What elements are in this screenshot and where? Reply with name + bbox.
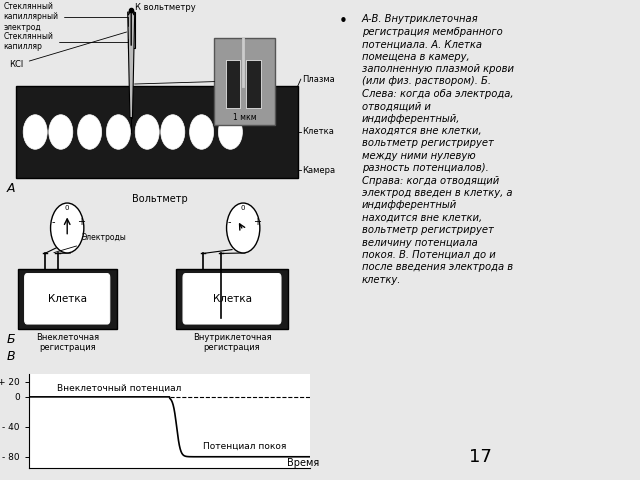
Circle shape <box>227 203 260 253</box>
Text: Внутриклеточная
регистрация: Внутриклеточная регистрация <box>193 333 271 352</box>
Text: Электроды: Электроды <box>54 233 126 252</box>
Text: А: А <box>6 182 15 195</box>
Bar <box>226 60 240 108</box>
Circle shape <box>51 203 84 253</box>
Text: •: • <box>339 14 348 29</box>
Text: А-В. Внутриклеточная
регистрация мембранного
потенциала. А. Клетка
помещена в ка: А-В. Внутриклеточная регистрация мембран… <box>362 14 514 285</box>
Bar <box>16 86 298 178</box>
FancyBboxPatch shape <box>25 274 110 324</box>
Text: КСl: КСl <box>10 32 127 69</box>
Text: +: + <box>77 217 84 227</box>
Text: Стеклянный
капилляр: Стеклянный капилляр <box>3 32 128 51</box>
Text: Плазма: Плазма <box>302 75 335 84</box>
Polygon shape <box>128 12 135 118</box>
Text: 0: 0 <box>65 205 70 211</box>
Text: +: + <box>253 217 260 227</box>
Ellipse shape <box>49 115 73 149</box>
Text: Внеклеточная
регистрация: Внеклеточная регистрация <box>36 333 99 352</box>
Bar <box>18 269 117 329</box>
FancyBboxPatch shape <box>183 274 281 324</box>
Text: Внеклеточный потенциал: Внеклеточный потенциал <box>57 384 181 392</box>
Text: -: - <box>52 217 56 227</box>
Ellipse shape <box>189 115 214 149</box>
Text: Вольтметр: Вольтметр <box>132 194 188 204</box>
Bar <box>128 12 135 48</box>
Ellipse shape <box>218 115 243 149</box>
Text: Клетка: Клетка <box>212 294 252 304</box>
Text: -: - <box>228 217 232 227</box>
Text: 0: 0 <box>241 205 246 211</box>
Ellipse shape <box>77 115 102 149</box>
Ellipse shape <box>135 115 159 149</box>
Text: Время: Время <box>287 458 319 468</box>
Text: Потенциал покоя: Потенциал покоя <box>204 442 287 451</box>
Text: В: В <box>6 350 15 363</box>
Text: 1 мкм: 1 мкм <box>233 113 257 122</box>
Ellipse shape <box>23 115 47 149</box>
Text: К вольтметру: К вольтметру <box>135 3 196 12</box>
Ellipse shape <box>161 115 185 149</box>
Text: Б: Б <box>6 333 15 346</box>
Text: Клетка: Клетка <box>302 128 334 136</box>
Text: 17: 17 <box>468 447 492 466</box>
Bar <box>176 269 288 329</box>
Text: Стеклянный
капиллярный
электрод: Стеклянный капиллярный электрод <box>3 2 128 32</box>
Ellipse shape <box>106 115 131 149</box>
Text: Клетка: Клетка <box>48 294 86 304</box>
Text: Камера: Камера <box>302 166 335 175</box>
Bar <box>246 60 261 108</box>
Bar <box>214 38 275 125</box>
